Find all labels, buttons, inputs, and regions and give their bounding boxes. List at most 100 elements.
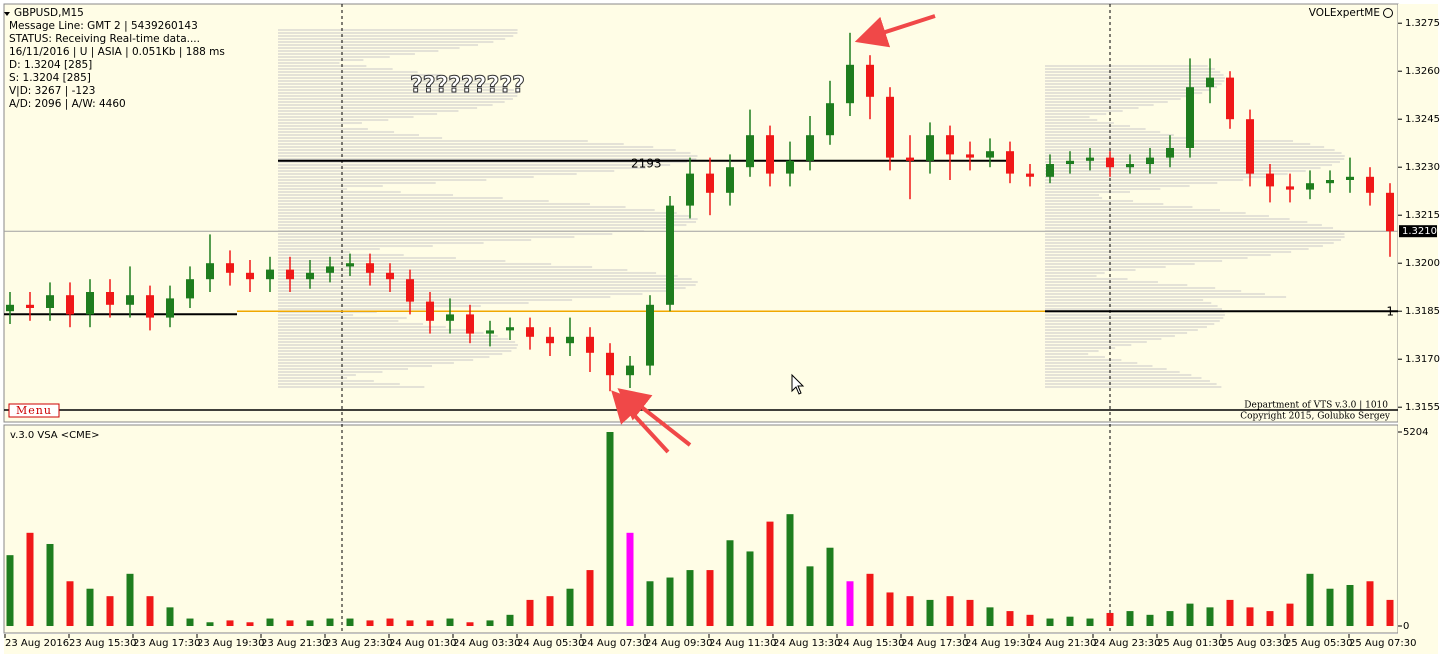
volume-bar [306,620,314,626]
candle-body [766,135,774,174]
volume-bar [6,555,14,626]
y-tick-label: 1.3155 [1405,402,1440,413]
volume-bar [1066,616,1074,626]
smiley [1383,8,1393,18]
footer-line: Department of VTS v.3.0 | 1010 [1244,401,1388,411]
candle-body [186,279,194,299]
x-tick-label: 23 Aug 2016 [5,638,69,649]
candle-body [1086,157,1094,161]
volume-chart: 0 5204 [6,427,1428,632]
info-line: S: 1.3204 [285] [9,72,91,84]
annotation: ????????? [410,73,525,98]
y-tick-label: 1.3200 [1405,258,1440,269]
current-price-label: 1.3210 [1402,226,1437,237]
volume-bar [546,596,554,626]
x-tick-label: 23 Aug 19:30 [197,638,264,649]
volume-bar [466,622,474,626]
menu-label[interactable]: Menu [16,404,52,417]
candle-body [866,64,874,97]
candle-body [1326,180,1334,184]
volume-bar [86,588,94,626]
candle-body [1286,186,1294,190]
candle-body [1166,148,1174,158]
volume-bar [446,618,454,626]
volume-bar [1186,603,1194,626]
volume-bar [1166,611,1174,626]
x-tick-label: 24 Aug 21:30 [1029,638,1096,649]
volume-bar [846,581,854,626]
x-tick-label: 24 Aug 11:30 [709,638,776,649]
volume-bar [326,618,334,626]
y-tick-label: 0 [1403,621,1409,632]
volume-bar [1126,611,1134,626]
volume-bar [886,592,894,626]
volume-bar [526,599,534,626]
candle-body [726,167,734,193]
volume-bar [706,570,714,626]
volume-bar [486,620,494,626]
volume-bar [606,432,614,626]
volume-bar [506,614,514,626]
volume-bar [226,620,234,626]
volume-bar [1386,599,1394,626]
arrow [854,14,936,48]
volume-bar [1306,573,1314,626]
level-label: 2193 [631,157,662,171]
x-tick-label: 24 Aug 01:30 [389,638,456,649]
candle-body [46,295,54,308]
volume-bar [166,607,174,626]
x-tick-label: 25 Aug 01:30 [1157,638,1224,649]
volume-bar [366,620,374,626]
candle-body [166,298,174,318]
candle-body [626,365,634,376]
candle-body [586,336,594,353]
volume-bar [566,588,574,626]
candle-body [606,352,614,376]
candle-body [666,205,674,305]
volume-bar [1026,614,1034,626]
x-tick-label: 24 Aug 23:30 [1093,638,1160,649]
candle-body [1126,164,1134,168]
candle-body [126,295,134,305]
menu-button[interactable] [8,403,60,418]
x-tick-label: 25 Aug 03:30 [1221,638,1288,649]
volume-bar [1086,618,1094,626]
volume-bar [1286,603,1294,626]
volume-bar [1266,611,1274,626]
candle-body [346,263,354,267]
y-tick-label: 1.3245 [1405,114,1440,125]
volume-bar [746,551,754,626]
candle-body [906,157,914,161]
volume-bar [646,581,654,626]
candle-body [1186,87,1194,148]
candle-body [386,272,394,280]
x-tick-label: 23 Aug 23:30 [325,638,392,649]
candle-body [926,135,934,161]
volume-bar [66,581,74,626]
cursor [791,373,805,395]
candle-body [546,336,554,344]
x-tick-label: 23 Aug 17:30 [133,638,200,649]
volume-bar [1106,612,1114,626]
y-tick-label: 1.3170 [1405,354,1440,365]
volume-bar [1226,599,1234,626]
candle-body [946,135,954,155]
x-tick-label: 24 Aug 13:30 [773,638,840,649]
candle-body [1206,77,1214,88]
volume-bar [1146,614,1154,626]
candle-body [686,173,694,206]
volume-bar [686,570,694,626]
volume-bar [386,618,394,626]
volume-bar [726,540,734,626]
candle-body [1226,77,1234,120]
candle-body [1006,151,1014,174]
info-line: V|D: 3267 | -123 [9,85,95,97]
candle-body [366,263,374,273]
info-line: STATUS: Receiving Real-time data.... [9,33,200,45]
volume-bar [626,532,634,626]
candle-body [326,266,334,273]
x-tick-label: 24 Aug 09:30 [645,638,712,649]
candle-body [266,269,274,280]
candle-body [1246,119,1254,174]
